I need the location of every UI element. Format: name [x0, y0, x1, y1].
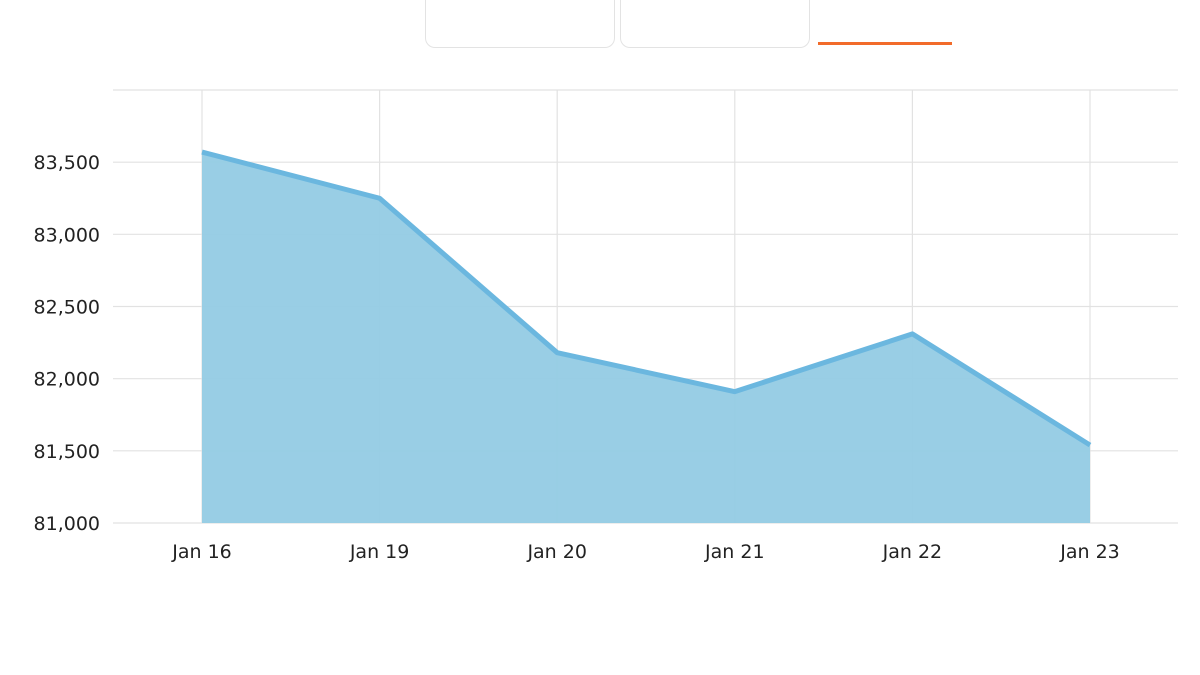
- range-tab-1[interactable]: [425, 0, 615, 48]
- x-tick-label: Jan 23: [1059, 541, 1120, 563]
- x-tick-label: Jan 19: [349, 541, 410, 563]
- y-tick-label: 83,500: [34, 152, 100, 174]
- y-tick-label: 81,000: [34, 513, 100, 535]
- y-axis: 81,000 81,500 82,000 82,500 83,000 83,500: [34, 152, 100, 535]
- x-tick-label: Jan 16: [171, 541, 232, 563]
- y-tick-label: 82,000: [34, 369, 100, 391]
- x-tick-label: Jan 22: [882, 541, 943, 563]
- series-area: [202, 152, 1090, 523]
- y-tick-label: 83,000: [34, 224, 100, 246]
- x-tick-label: Jan 21: [704, 541, 765, 563]
- series-line: [201, 149, 1092, 448]
- y-tick-label: 82,500: [34, 297, 100, 319]
- range-tab-2[interactable]: [620, 0, 810, 48]
- range-tabs: [0, 0, 1200, 60]
- x-axis: Jan 16 Jan 19 Jan 20 Jan 21 Jan 22 Jan 23: [171, 541, 1120, 563]
- chart-area-layer: [201, 149, 1092, 523]
- y-tick-label: 81,500: [34, 441, 100, 463]
- range-tab-active[interactable]: [818, 0, 952, 45]
- x-tick-label: Jan 20: [526, 541, 587, 563]
